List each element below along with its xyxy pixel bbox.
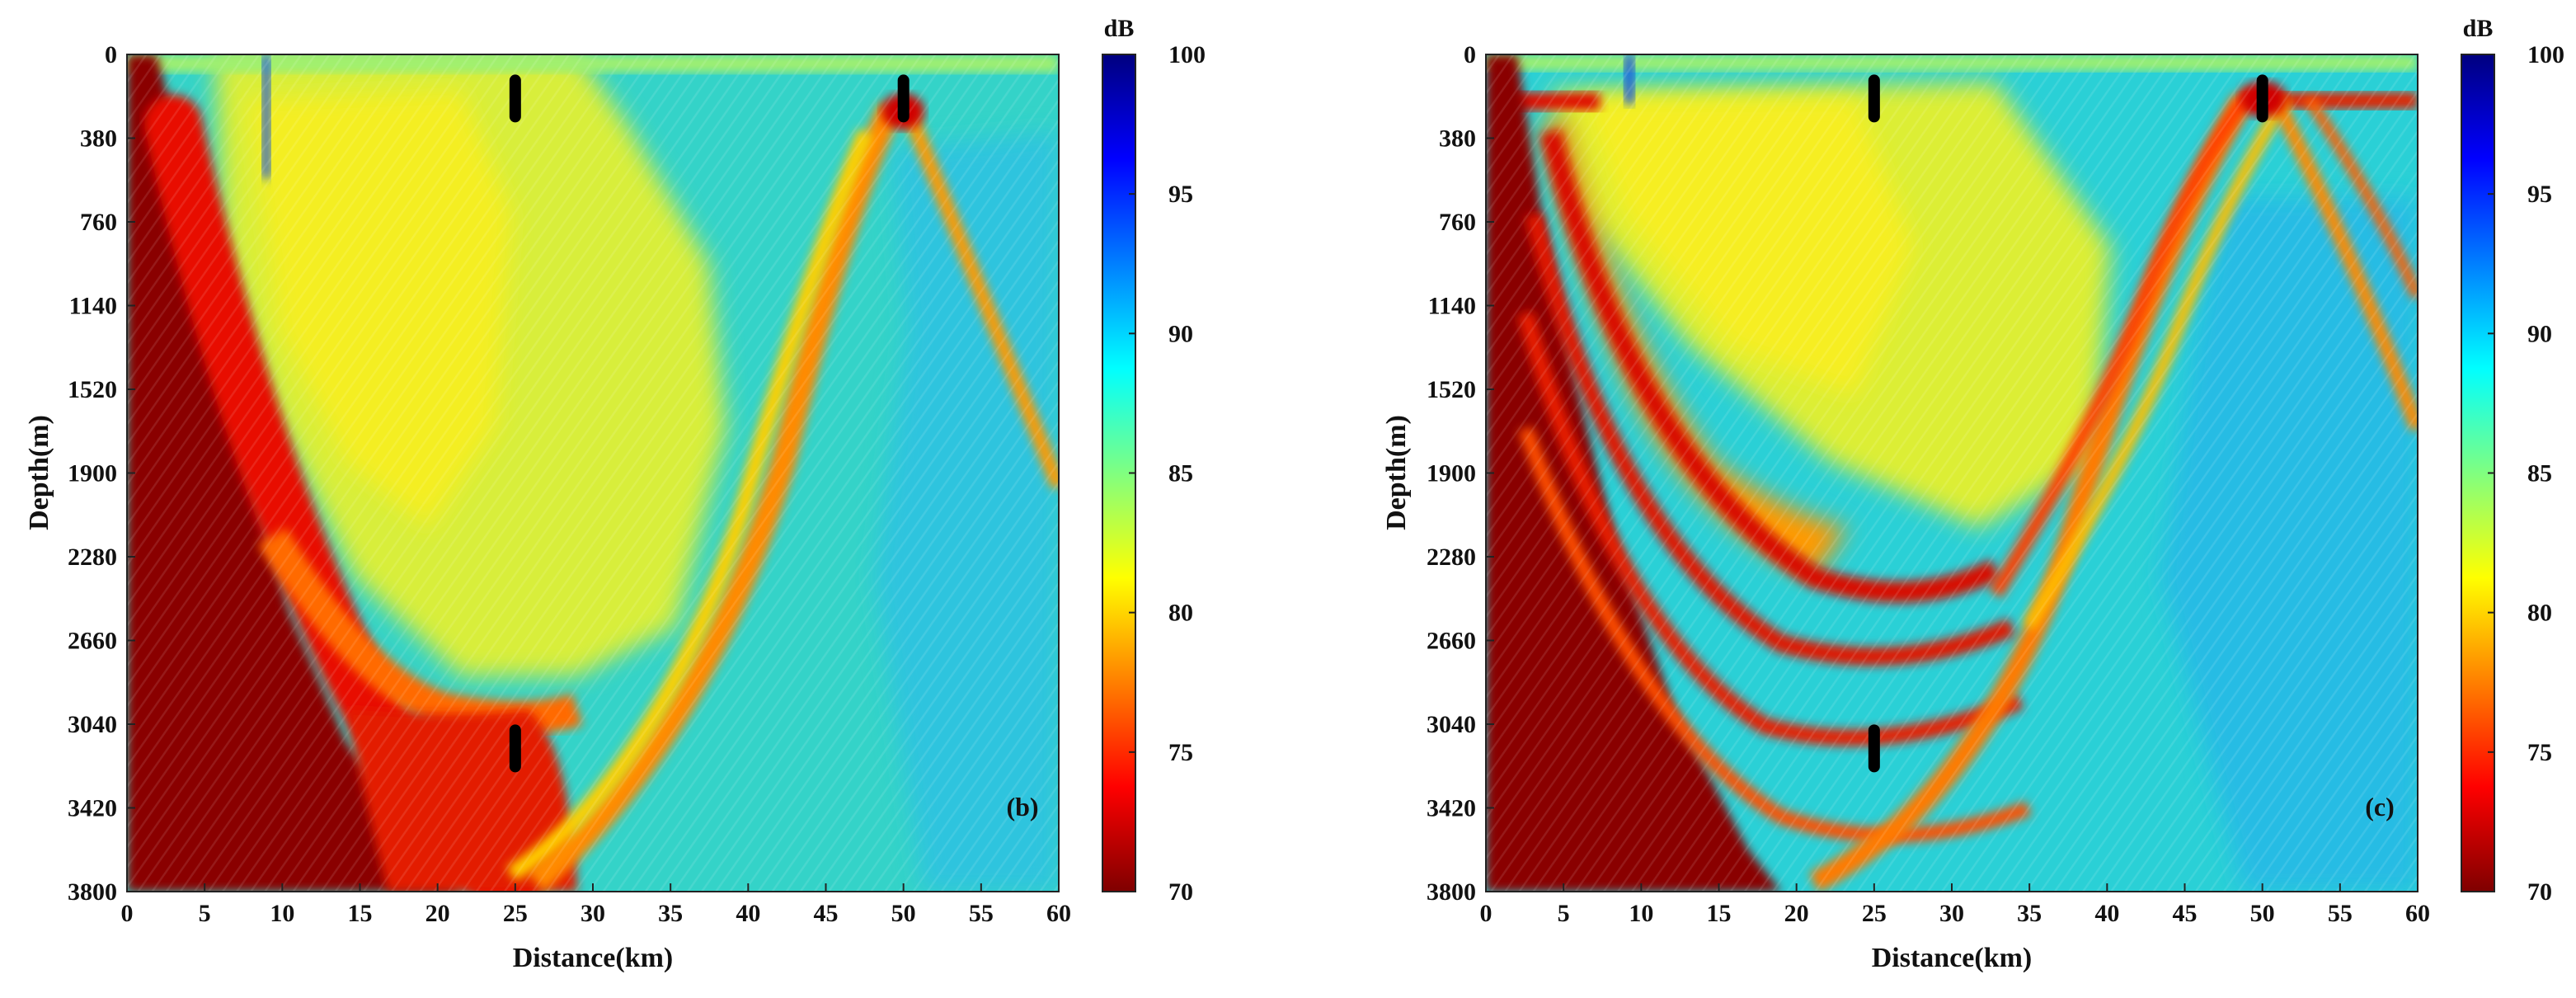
colorbar-tick-label: 90 [2527,320,2552,347]
heatmap-c-fringes [1486,54,2418,892]
y-tick-label: 1520 [1427,376,1476,403]
colorbar-tick-label: 85 [1168,460,1193,487]
x-tick-label: 35 [2017,900,2042,927]
x-tick-label: 30 [581,900,605,927]
colorbar-tick-label: 100 [2527,41,2564,68]
x-axis-title-c: Distance(km) [1872,943,2033,973]
x-tick-label: 0 [1480,900,1492,927]
colorbar-tick-label: 70 [2527,878,2552,906]
colorbar-tick-label: 85 [2527,460,2552,487]
x-tick-label: 5 [1558,900,1570,927]
colorbar-tick-label: 80 [1168,600,1193,627]
y-tick-label: 380 [80,125,117,153]
colorbar-tick-label: 90 [1168,320,1193,347]
x-tick-label: 30 [1939,900,1964,927]
y-tick-label: 2660 [68,628,117,655]
x-tick-label: 55 [969,900,994,927]
x-ticks-b: 0 5 10 15 20 25 30 35 40 45 50 55 60 [121,883,1071,927]
colorbar-c-ticks: 100 95 90 85 80 75 70 [2488,41,2564,906]
x-tick-label: 50 [891,900,916,927]
panel-c: 0 5 10 15 20 25 30 35 40 45 50 55 60 038076011401520… [1381,15,2564,973]
y-tick-label: 760 [1439,209,1476,236]
x-axis-title-b: Distance(km) [513,943,674,973]
y-tick-label: 2660 [1427,628,1476,655]
markers-c [1868,74,2268,773]
x-tick-label: 50 [2250,900,2275,927]
y-tick-label: 2280 [68,544,117,571]
colorbar-tick-label: 80 [2527,600,2552,627]
colorbar-tick-label: 75 [2527,739,2552,766]
y-tick-label: 3040 [1427,711,1476,738]
y-tick-label: 1900 [1427,460,1476,487]
y-tick-label: 3420 [1427,795,1476,822]
x-tick-label: 40 [2094,900,2119,927]
panel-label-b: (b) [1006,792,1038,821]
y-axis-title-c: Depth(m) [1381,415,1412,530]
heatmap-b-fringes [127,54,1059,892]
y-tick-label: 2280 [1427,544,1476,571]
y-tick-label: 1900 [68,460,117,487]
x-tick-label: 10 [270,900,294,927]
y-tick-label: 1140 [1428,293,1476,320]
markers-b [509,74,910,773]
x-tick-label: 45 [814,900,839,927]
colorbar-tick-label: 95 [2527,181,2552,208]
panel-label-c: (c) [2365,792,2395,821]
colorbar-tick-label: 70 [1168,878,1193,906]
y-ticks-b: 0 380 760 1140 1520 1900 2280 2660 3040 3420 3800 [68,41,135,906]
y-tick-label: 0 [105,41,117,68]
heatmap-c [1486,54,2418,892]
y-tick-label: 380 [1439,125,1476,153]
colorbar-c-unit: dB [2463,15,2494,42]
x-tick-label: 0 [121,900,134,927]
x-tick-label: 45 [2173,900,2198,927]
colorbar-tick-label: 95 [1168,181,1193,208]
colorbar-tick-label: 75 [1168,739,1193,766]
x-tick-label: 5 [199,900,211,927]
colorbar-c: dB 100 95 90 85 80 75 70 [2461,15,2564,906]
x-tick-label: 60 [1046,900,1071,927]
y-tick-label: 3800 [1427,878,1476,906]
x-ticks-c: 0 5 10 15 20 25 30 35 40 45 50 55 60 [1480,883,2430,927]
colorbar-b-ticks: 100 95 90 85 80 75 70 [1129,41,1206,906]
colorbar-b: dB 100 95 90 85 80 75 70 [1102,15,1206,906]
x-tick-label: 15 [1707,900,1732,927]
y-tick-label: 3800 [68,878,117,906]
panel-b: 0 5 10 15 20 25 30 35 40 45 50 55 60 038076011401520… [24,15,1206,973]
x-tick-label: 15 [348,900,373,927]
x-tick-label: 25 [503,900,528,927]
y-tick-label: 3420 [68,795,117,822]
x-tick-label: 35 [658,900,683,927]
x-tick-label: 20 [425,900,450,927]
x-tick-label: 25 [1862,900,1887,927]
y-axis-title-b: Depth(m) [24,415,54,530]
y-tick-label: 3040 [68,711,117,738]
y-ticks-c: 0 380 760 1140 1520 1900 2280 2660 3040 3420 3800 [1427,41,1494,906]
y-tick-label: 760 [80,209,117,236]
heatmap-b [127,54,1059,892]
x-tick-label: 40 [736,900,760,927]
colorbar-tick-label: 100 [1168,41,1206,68]
x-tick-label: 55 [2328,900,2353,927]
colorbar-b-unit: dB [1104,15,1135,42]
y-tick-label: 0 [1464,41,1476,68]
x-tick-label: 20 [1784,900,1809,927]
x-tick-label: 60 [2405,900,2430,927]
y-tick-label: 1140 [69,293,117,320]
x-tick-label: 10 [1629,900,1653,927]
y-tick-label: 1520 [68,376,117,403]
